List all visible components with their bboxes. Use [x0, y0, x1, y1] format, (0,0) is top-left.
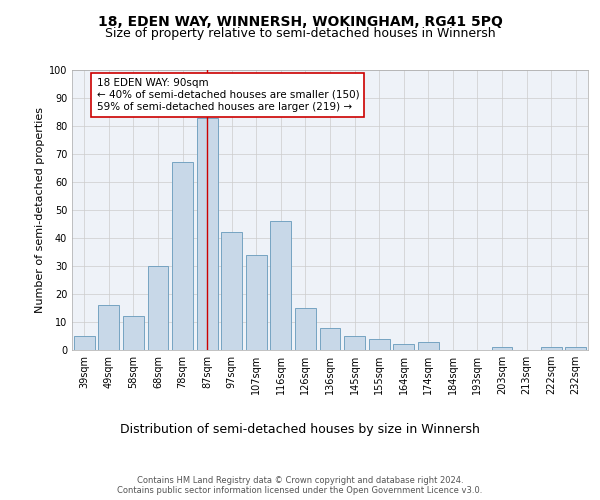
Bar: [246, 255, 267, 350]
Bar: [148, 266, 169, 350]
Bar: [541, 347, 562, 350]
Bar: [74, 336, 95, 350]
Text: 18 EDEN WAY: 90sqm
← 40% of semi-detached houses are smaller (150)
59% of semi-d: 18 EDEN WAY: 90sqm ← 40% of semi-detache…: [97, 78, 359, 112]
Bar: [295, 308, 316, 350]
Bar: [271, 221, 292, 350]
Bar: [491, 347, 512, 350]
Bar: [393, 344, 414, 350]
Bar: [98, 305, 119, 350]
Bar: [172, 162, 193, 350]
Bar: [344, 336, 365, 350]
Bar: [123, 316, 144, 350]
Bar: [565, 347, 586, 350]
Text: Distribution of semi-detached houses by size in Winnersh: Distribution of semi-detached houses by …: [120, 422, 480, 436]
Text: Size of property relative to semi-detached houses in Winnersh: Size of property relative to semi-detach…: [104, 28, 496, 40]
Bar: [368, 339, 389, 350]
Bar: [418, 342, 439, 350]
Bar: [221, 232, 242, 350]
Text: Contains HM Land Registry data © Crown copyright and database right 2024.
Contai: Contains HM Land Registry data © Crown c…: [118, 476, 482, 495]
Text: 18, EDEN WAY, WINNERSH, WOKINGHAM, RG41 5PQ: 18, EDEN WAY, WINNERSH, WOKINGHAM, RG41 …: [98, 15, 502, 29]
Bar: [320, 328, 340, 350]
Bar: [197, 118, 218, 350]
Y-axis label: Number of semi-detached properties: Number of semi-detached properties: [35, 107, 44, 313]
